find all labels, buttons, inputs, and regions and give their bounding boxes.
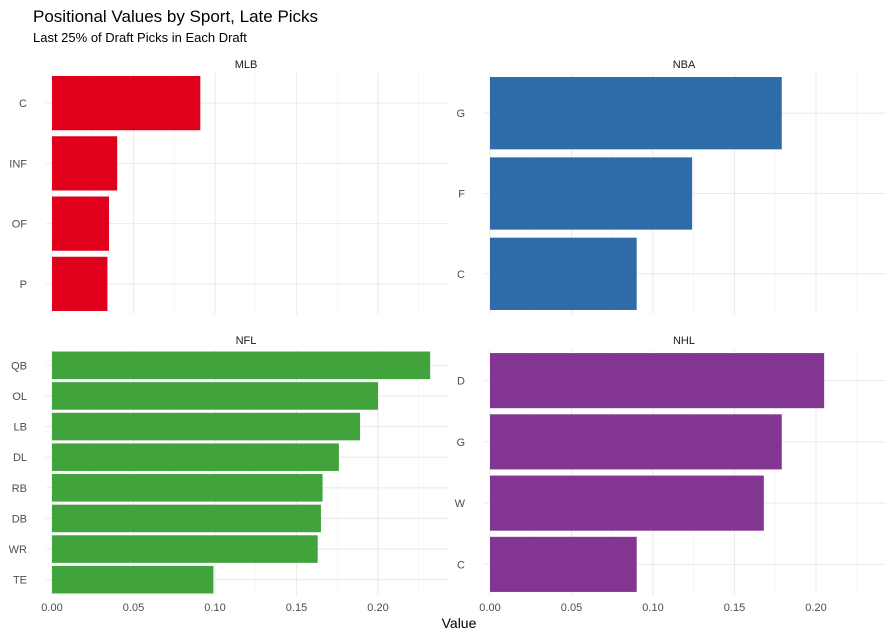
x-axis-title: Value: [442, 615, 477, 631]
y-tick-label: G: [456, 437, 465, 449]
x-tick-label: 0.15: [286, 602, 307, 614]
y-tick-label: C: [457, 559, 465, 571]
bar-mlb-p: [52, 256, 108, 311]
bar-nba-f: [490, 157, 693, 230]
facet-strip-label: MLB: [235, 59, 258, 71]
x-tick-label: 0.05: [561, 602, 582, 614]
y-tick-label: G: [456, 108, 465, 120]
facet-strip-label: NFL: [236, 335, 257, 347]
y-tick-label: WR: [9, 544, 27, 556]
y-tick-label: QB: [11, 360, 27, 372]
facet-strip-label: NBA: [673, 59, 696, 71]
y-tick-label: OL: [12, 391, 27, 403]
y-tick-label: DL: [13, 452, 27, 464]
bar-nfl-db: [52, 504, 321, 533]
x-tick-label: 0.10: [204, 602, 225, 614]
y-tick-label: OF: [12, 219, 28, 231]
bar-nhl-g: [490, 414, 782, 470]
x-tick-label: 0.20: [805, 602, 826, 614]
bar-nfl-te: [52, 565, 214, 594]
chart-title: Positional Values by Sport, Late Picks: [33, 7, 318, 26]
bar-nhl-w: [490, 475, 764, 531]
y-tick-label: F: [458, 189, 465, 201]
bar-nhl-c: [490, 536, 637, 592]
y-tick-label: LB: [14, 422, 27, 434]
x-tick-label: 0.00: [41, 602, 62, 614]
x-tick-label: 0.05: [123, 602, 144, 614]
bar-mlb-inf: [52, 136, 118, 191]
bar-nhl-d: [490, 353, 825, 409]
y-tick-label: RB: [12, 483, 27, 495]
chart-subtitle: Last 25% of Draft Picks in Each Draft: [33, 30, 247, 45]
x-tick-label: 0.00: [479, 602, 500, 614]
x-tick-label: 0.20: [367, 602, 388, 614]
facet-panel-nba: G F C NBA: [456, 59, 886, 314]
bar-mlb-c: [52, 76, 201, 131]
x-tick-label: 0.15: [724, 602, 745, 614]
y-tick-label: C: [457, 269, 465, 281]
facet-panel-nfl: 0.00 0.05 0.10 0.15 0.20 QB OL LB DL RB DB WR TE NFL: [9, 335, 448, 614]
facet-panels: C INF OF P MLB G F C NBA 0.00 0.05 0.10 0.15 0.20 QB OL…: [9, 59, 886, 614]
bar-nfl-ol: [52, 382, 378, 410]
bar-nfl-rb: [52, 474, 323, 502]
bar-nfl-wr: [52, 535, 318, 563]
facet-panel-nhl: 0.00 0.05 0.10 0.15 0.20 D G W C NHL: [455, 335, 886, 614]
facet-panel-mlb: C INF OF P MLB: [9, 59, 448, 314]
x-tick-label: 0.10: [642, 602, 663, 614]
y-tick-label: D: [457, 376, 465, 388]
bar-mlb-of: [52, 196, 110, 251]
y-tick-label: P: [20, 279, 27, 291]
y-tick-label: DB: [12, 513, 27, 525]
y-tick-label: W: [455, 498, 466, 510]
bar-nba-c: [490, 237, 637, 310]
bar-nba-g: [490, 77, 782, 150]
y-tick-label: INF: [9, 158, 27, 170]
facet-strip-label: NHL: [673, 335, 695, 347]
bar-nfl-dl: [52, 443, 339, 471]
bar-nfl-qb: [52, 351, 431, 380]
y-tick-label: C: [19, 98, 27, 110]
bar-nfl-lb: [52, 412, 361, 441]
y-tick-label: TE: [13, 575, 27, 587]
